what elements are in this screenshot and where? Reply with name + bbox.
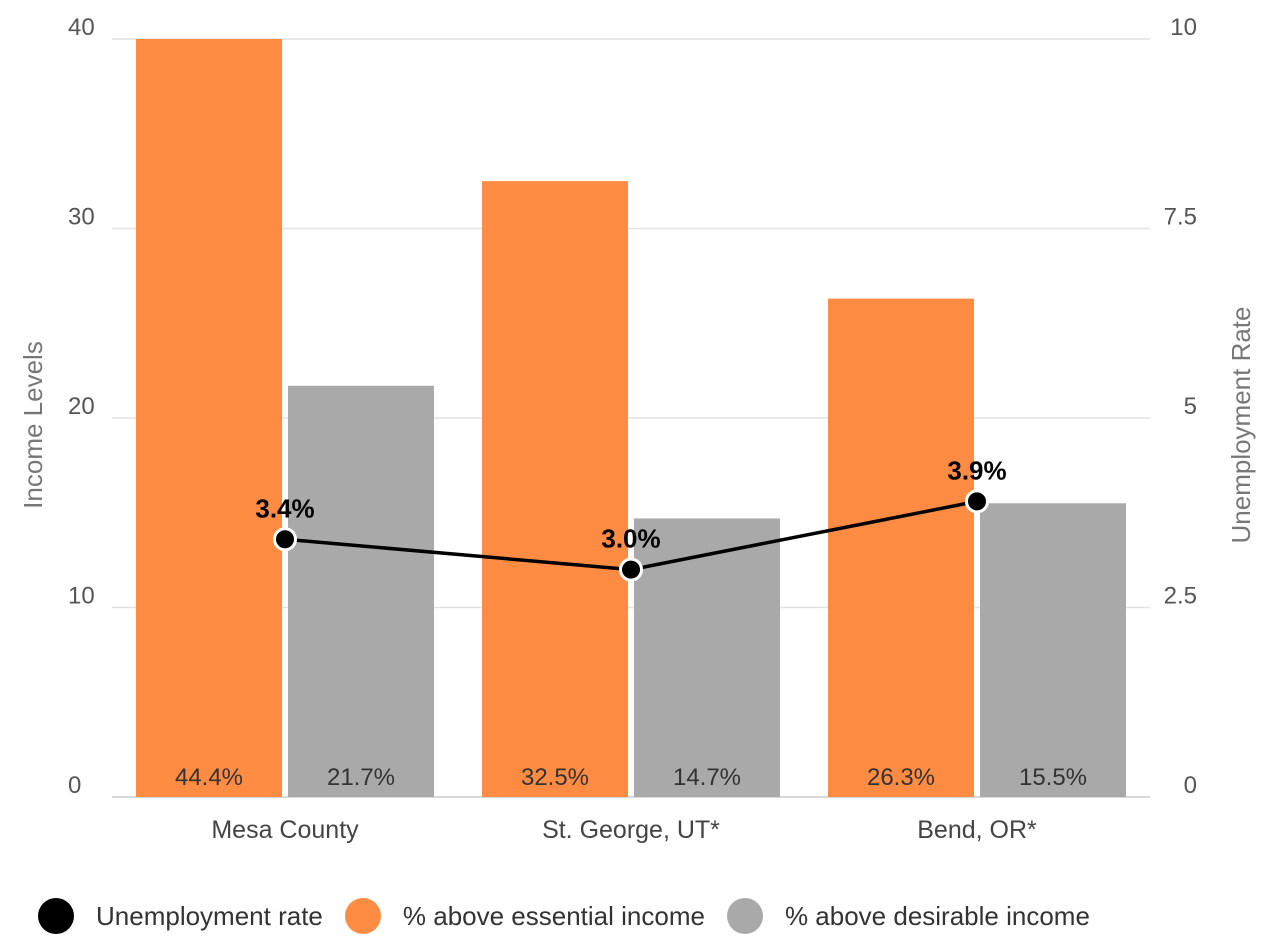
legend-swatch-desirable xyxy=(726,898,763,934)
right-tick-label: 7.5 xyxy=(1164,204,1197,231)
legend-label-essential: % above essential income xyxy=(402,900,705,931)
line-value-label: 3.4% xyxy=(255,493,314,523)
gridlines xyxy=(112,38,1150,798)
legend-item-desirable: % above desirable income xyxy=(726,898,1090,934)
bar-value-label: 14.7% xyxy=(673,764,741,791)
bars: 44.4% 21.7% 32.5% 14.7% 26.3% 15.5% xyxy=(136,39,1126,797)
right-axis-ticks: 0 2.5 5 7.5 10 xyxy=(1164,14,1197,799)
right-tick-label: 2.5 xyxy=(1164,583,1197,610)
bar-desirable xyxy=(634,518,780,797)
category-label: St. George, UT* xyxy=(542,816,720,844)
legend-item-unemployment: Unemployment rate xyxy=(38,898,323,934)
right-axis-title: Unemployment Rate xyxy=(1226,307,1256,544)
bar-desirable xyxy=(288,385,434,797)
bar-value-label: 21.7% xyxy=(327,764,395,791)
bar-value-label: 15.5% xyxy=(1019,764,1087,791)
bar-value-label: 32.5% xyxy=(521,764,589,791)
left-tick-label: 40 xyxy=(68,14,95,41)
category-labels: Mesa County St. George, UT* Bend, OR* xyxy=(211,816,1037,844)
legend-item-essential: % above essential income xyxy=(344,898,705,934)
line-value-label: 3.9% xyxy=(947,455,1006,485)
bar-essential xyxy=(136,39,282,797)
category-label: Mesa County xyxy=(211,816,359,844)
bar-essential xyxy=(482,181,628,797)
line-value-label: 3.0% xyxy=(601,524,660,554)
left-tick-label: 30 xyxy=(68,204,95,231)
legend-swatch-essential xyxy=(344,898,381,934)
legend-label-desirable: % above desirable income xyxy=(784,900,1090,931)
line-point xyxy=(273,527,297,552)
left-tick-label: 20 xyxy=(68,393,95,420)
line-point xyxy=(619,557,643,582)
bar-desirable xyxy=(980,503,1126,797)
legend-label-unemployment: Unemployment rate xyxy=(96,900,323,931)
left-axis-ticks: 0 10 20 30 40 xyxy=(68,14,95,799)
category-label: Bend, OR* xyxy=(917,816,1037,844)
right-tick-label: 0 xyxy=(1184,772,1197,799)
legend: Unemployment rate % above essential inco… xyxy=(38,898,1112,934)
left-tick-label: 10 xyxy=(68,583,95,610)
legend-swatch-unemployment xyxy=(38,898,74,934)
bar-value-label: 44.4% xyxy=(175,764,243,791)
bar-essential xyxy=(828,298,974,797)
unemployment-line: 3.4% 3.0% 3.9% xyxy=(255,455,1007,582)
right-tick-label: 10 xyxy=(1170,14,1197,41)
bar-value-label: 26.3% xyxy=(867,764,935,791)
right-tick-label: 5 xyxy=(1184,393,1197,420)
left-axis-title: Income Levels xyxy=(18,341,48,509)
left-tick-label: 0 xyxy=(68,772,81,799)
line-point xyxy=(965,489,989,514)
